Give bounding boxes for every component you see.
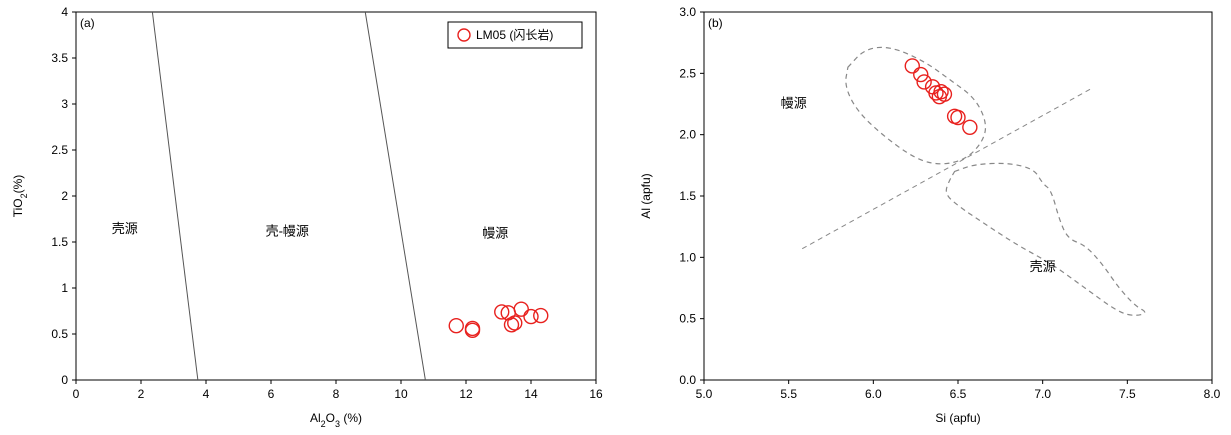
data-point: [936, 86, 953, 102]
x-tick-label: 12: [459, 387, 473, 401]
x-tick-label: 6: [268, 387, 275, 401]
data-point: [507, 315, 523, 331]
plot-frame-b: [703, 11, 1213, 381]
x-tick-label: 6.5: [950, 387, 967, 401]
data-point: [494, 304, 510, 320]
data-point: [904, 58, 920, 74]
mantle-field: [845, 46, 987, 165]
x-axis-title: Si (apfu): [935, 411, 980, 425]
panel-label: (a): [80, 16, 95, 30]
data-point: [950, 109, 966, 126]
data-point: [962, 119, 978, 136]
x-axis-title: Al2O3 (%): [310, 411, 362, 429]
y-axis-title: TiO2(%): [11, 175, 29, 218]
y-tick-label: 1.0: [679, 250, 696, 264]
y-tick-label: 2.5: [51, 143, 68, 157]
y-tick-label: 1.5: [51, 235, 68, 249]
x-tick-label: 14: [524, 387, 538, 401]
data-point: [503, 317, 520, 333]
x-tick-label: 5.5: [780, 387, 797, 401]
x-tick-label: 5.0: [696, 387, 713, 401]
y-tick-label: 3.5: [51, 51, 68, 65]
y-tick-label: 2.5: [679, 66, 696, 80]
y-tick-label: 4: [61, 5, 68, 19]
data-point: [513, 301, 529, 317]
data-point: [913, 66, 929, 83]
plot-area-b: [801, 46, 1146, 316]
region-label: 壳-幔源: [266, 224, 309, 239]
y-tick-label: 0.5: [51, 327, 68, 341]
y-tick-label: 2: [61, 189, 68, 203]
legend-marker: [457, 28, 471, 42]
panel-a-chart: 0 2 4 6 8 10 12 14 16 0 0.5 1 1.5 2 2.5 3 3.5 4 Al2O3 (%) T…: [11, 5, 603, 429]
data-point: [448, 318, 464, 334]
data-point: [916, 74, 932, 90]
y-tick-label: 0: [61, 373, 68, 387]
y-tick-label: 0.5: [679, 312, 696, 326]
x-tick-label: 16: [589, 387, 603, 401]
y-tick-label: 3.0: [679, 5, 696, 19]
y-axis-title: Al (apfu): [639, 173, 653, 218]
data-point: [933, 84, 949, 100]
data-point: [533, 307, 549, 324]
plot-area-a: [151, 12, 426, 380]
data-point: [464, 320, 481, 337]
x-tick-label: 4: [203, 387, 210, 401]
crust-field: [945, 162, 1146, 316]
x-tick-label: 7.5: [1119, 387, 1136, 401]
panel-b-chart: 5.0 5.5 6.0 6.5 7.0 7.5 8.0 0.0 0.5 1.0 1.5 2.0 2.5 3…: [639, 5, 1221, 425]
y-tick-label: 1.5: [679, 189, 696, 203]
y-tick-label: 1: [61, 281, 68, 295]
x-tick-label: 8.0: [1204, 387, 1221, 401]
y-tick-label: 3: [61, 97, 68, 111]
boundary-line: [801, 88, 1091, 250]
region-label: 壳源: [1030, 259, 1056, 274]
y-tick-label: 0.0: [679, 373, 696, 387]
region-label: 壳源: [112, 221, 138, 236]
region-label: 幔源: [482, 225, 508, 240]
x-tick-label: 6.0: [865, 387, 882, 401]
legend-label: LM05 (闪长岩): [476, 27, 553, 42]
x-tick-label: 7.0: [1034, 387, 1051, 401]
panel-label: (b): [708, 16, 723, 30]
x-tick-label: 10: [394, 387, 408, 401]
x-tick-label: 8: [333, 387, 340, 401]
x-tick-label: 0: [73, 387, 80, 401]
x-tick-label: 2: [138, 387, 145, 401]
boundary-line: [364, 12, 426, 380]
data-point: [523, 308, 539, 325]
region-label: 幔源: [781, 96, 807, 111]
y-tick-label: 2.0: [679, 128, 696, 142]
boundary-line: [151, 12, 199, 380]
